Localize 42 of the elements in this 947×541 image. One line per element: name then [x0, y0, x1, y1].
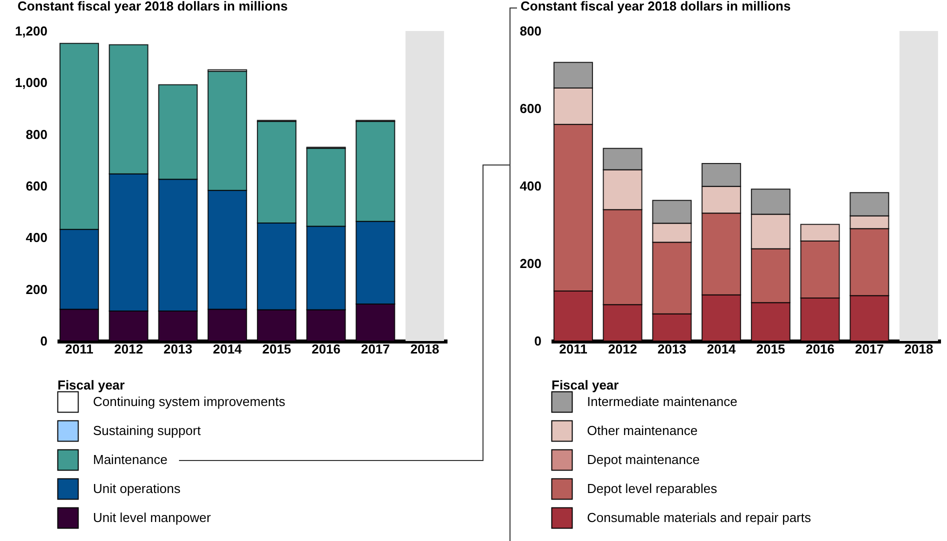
legend-label: Consumable materials and repair parts [587, 510, 812, 525]
legend-label: Depot maintenance [587, 452, 700, 467]
legend-label: Intermediate maintenance [587, 394, 738, 409]
x-tick-label: 2018 [904, 342, 934, 356]
x-axis-title: Fiscal year [552, 378, 619, 392]
x-tick-label: 2014 [212, 342, 243, 356]
y-tick-label: 800 [26, 126, 48, 142]
x-tick-label: 2017 [854, 342, 884, 356]
x-axis-title: Fiscal year [58, 378, 125, 392]
x-tick-label: 2016 [806, 342, 835, 356]
x-tick-label: 2014 [706, 342, 737, 356]
x-tick-label: 2015 [756, 342, 786, 356]
y-tick-label: 400 [26, 230, 48, 246]
legend-label: Unit level manpower [93, 510, 212, 525]
x-tick-label: 2012 [608, 342, 638, 356]
x-tick-label: 2017 [360, 342, 390, 356]
y-tick-label: 600 [520, 101, 542, 116]
y-tick-label: 200 [26, 282, 48, 297]
y-tick-label: 600 [26, 178, 48, 194]
y-tick-label: 200 [520, 256, 542, 271]
y-tick-label: 1,200 [14, 24, 48, 38]
y-axis-title: Constant fiscal year 2018 dollars in millions [520, 0, 791, 14]
y-axis-title: Constant fiscal year 2018 dollars in millions [18, 0, 288, 14]
y-tick-label: 800 [520, 24, 542, 38]
x-tick-label: 2011 [559, 342, 588, 356]
legend-label: Other maintenance [587, 423, 698, 438]
legend-label: Sustaining support [93, 423, 202, 438]
x-tick-label: 2012 [114, 342, 144, 356]
x-tick-label: 2015 [262, 342, 292, 356]
legend-label: Unit operations [93, 481, 181, 496]
x-tick-label: 2016 [312, 342, 341, 356]
legend-label: Depot level reparables [587, 481, 718, 496]
legend-label: Continuing system improvements [93, 394, 286, 409]
y-tick-label: 400 [520, 178, 542, 194]
legend-label: Maintenance [93, 452, 168, 467]
y-tick-label: 0 [534, 334, 542, 348]
x-tick-label: 2013 [163, 342, 192, 356]
y-tick-label: 1,000 [14, 75, 48, 90]
x-tick-label: 2011 [65, 342, 94, 356]
x-tick-label: 2018 [410, 342, 440, 356]
y-tick-label: 0 [40, 334, 48, 348]
x-tick-label: 2013 [657, 342, 686, 356]
